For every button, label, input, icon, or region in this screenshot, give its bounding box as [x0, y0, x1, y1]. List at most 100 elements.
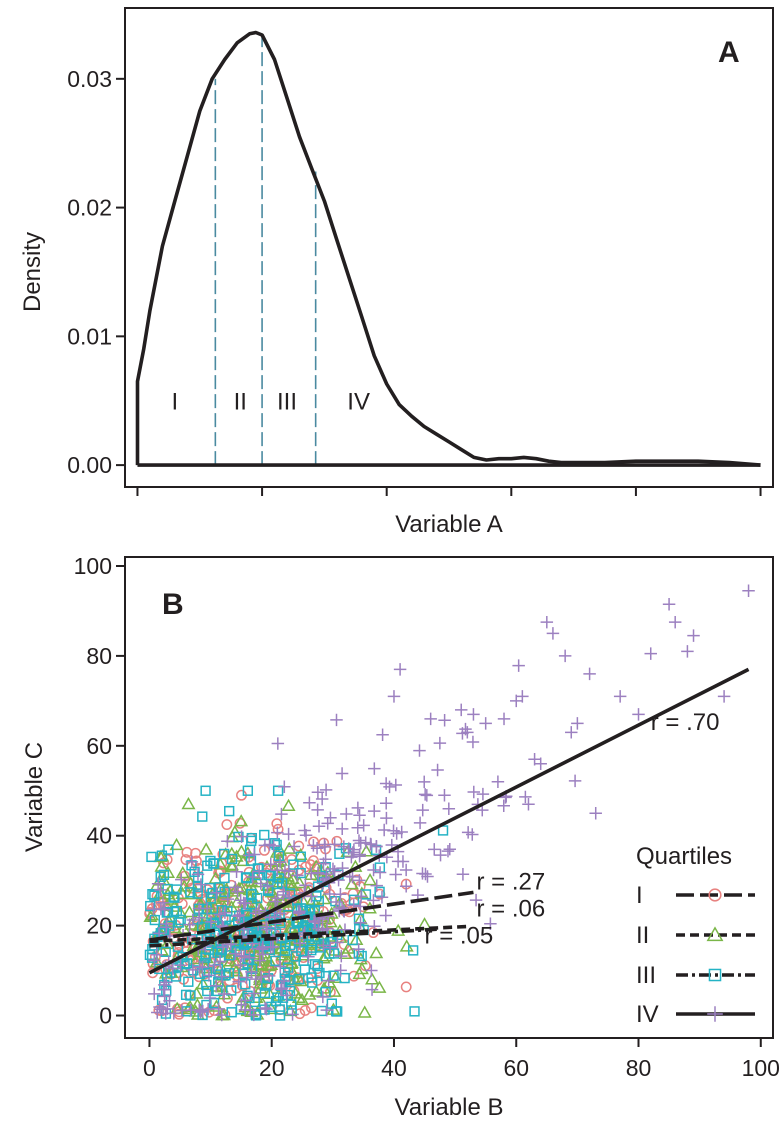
- legend-label-I: I: [636, 882, 643, 909]
- scatter-point: [370, 879, 383, 892]
- scatter-point: [285, 888, 296, 899]
- scatter-point: [232, 975, 245, 988]
- scatter-point: [370, 840, 383, 853]
- scatter-point: [262, 986, 277, 999]
- scatter-point: [154, 902, 168, 916]
- scatter-point: [632, 708, 645, 721]
- scatter-point: [169, 837, 184, 851]
- scatter-point: [512, 659, 525, 672]
- scatter-point: [213, 908, 227, 921]
- scatter-point: [407, 945, 419, 956]
- scatter-point: [558, 649, 572, 663]
- quartile-region-label: II: [234, 389, 247, 416]
- panel-b-x-tick-label: 0: [143, 1055, 156, 1081]
- scatter-point: [330, 713, 343, 727]
- scatter-point: [273, 850, 285, 861]
- scatter-point: [268, 895, 282, 908]
- scatter-point: [240, 971, 253, 984]
- scatter-point: [254, 970, 268, 984]
- scatter-point: [247, 987, 261, 1000]
- scatter-point: [233, 908, 246, 922]
- scatter-point: [240, 979, 251, 990]
- scatter-point: [219, 886, 230, 897]
- scatter-point: [293, 847, 308, 861]
- panel-a-y-tick-label: 0.02: [67, 195, 112, 221]
- legend-marker-IV: [707, 1006, 723, 1022]
- scatter-point: [302, 987, 317, 1000]
- scatter-point: [221, 892, 235, 906]
- scatter-point: [273, 960, 287, 973]
- scatter-point: [158, 978, 171, 992]
- correlation-annotation: r = .06: [477, 896, 546, 923]
- scatter-point: [522, 798, 535, 811]
- scatter-point: [442, 802, 456, 815]
- scatter-point: [431, 763, 444, 777]
- scatter-point: [200, 785, 211, 796]
- scatter-point: [229, 881, 242, 894]
- density-curve: [135, 30, 761, 467]
- scatter-point: [344, 877, 359, 890]
- scatter-point: [229, 895, 244, 908]
- scatter-point: [254, 957, 269, 970]
- scatter-point: [269, 866, 284, 879]
- scatter-point: [467, 708, 480, 721]
- scatter-point: [319, 853, 332, 866]
- legend-marker-I: [708, 888, 722, 902]
- scatter-point: [173, 917, 184, 928]
- scatter-point: [205, 893, 216, 904]
- scatter-point: [202, 860, 213, 871]
- correlation-annotation: r = .70: [651, 709, 720, 736]
- scatter-point: [184, 1003, 197, 1017]
- scatter-point: [278, 780, 291, 793]
- scatter-point: [334, 888, 347, 901]
- scatter-point: [272, 942, 287, 955]
- scatter-point: [212, 1002, 225, 1016]
- scatter-point: [341, 941, 356, 954]
- legend-label-IV: IV: [636, 1001, 659, 1028]
- scatter-point: [201, 979, 212, 991]
- scatter-point: [145, 900, 156, 912]
- scatter-point: [307, 977, 318, 988]
- scatter-point: [259, 987, 271, 999]
- scatter-point: [273, 907, 287, 920]
- scatter-point: [428, 843, 441, 856]
- scatter-point: [281, 875, 296, 889]
- scatter-point: [150, 948, 164, 962]
- scatter-point: [154, 883, 167, 897]
- scatter-point: [312, 960, 323, 972]
- scatter-point: [280, 989, 293, 1002]
- scatter-point: [354, 900, 367, 913]
- scatter-point: [323, 941, 337, 955]
- scatter-point: [262, 969, 276, 983]
- scatter-point: [337, 840, 351, 853]
- scatter-point: [194, 878, 208, 891]
- scatter-point: [438, 789, 451, 802]
- scatter-point: [466, 828, 479, 841]
- scatter-point: [589, 806, 602, 820]
- scatter-point: [293, 937, 307, 950]
- scatter-point: [262, 973, 274, 984]
- panel-b-fit-lines: [148, 667, 750, 975]
- scatter-point: [197, 811, 208, 822]
- scatter-point: [363, 873, 378, 886]
- scatter-point: [226, 853, 238, 865]
- panel-b-x-tick-label: 100: [742, 1055, 780, 1081]
- scatter-point: [466, 735, 480, 749]
- scatter-point: [318, 840, 332, 854]
- panel-b-y-tick-label: 20: [86, 913, 112, 939]
- scatter-point: [315, 792, 329, 806]
- scatter-point: [409, 1006, 420, 1017]
- legend-marker-II: [706, 926, 724, 942]
- scatter-point: [252, 865, 266, 878]
- scatter-point: [316, 990, 330, 1004]
- scatter-point: [295, 992, 310, 1006]
- scatter-point: [662, 597, 676, 611]
- scatter-point: [304, 867, 318, 880]
- fit-line-IV: [148, 667, 750, 975]
- scatter-point: [571, 717, 584, 730]
- scatter-point: [476, 787, 490, 801]
- scatter-point: [534, 757, 547, 771]
- scatter-point: [306, 942, 318, 953]
